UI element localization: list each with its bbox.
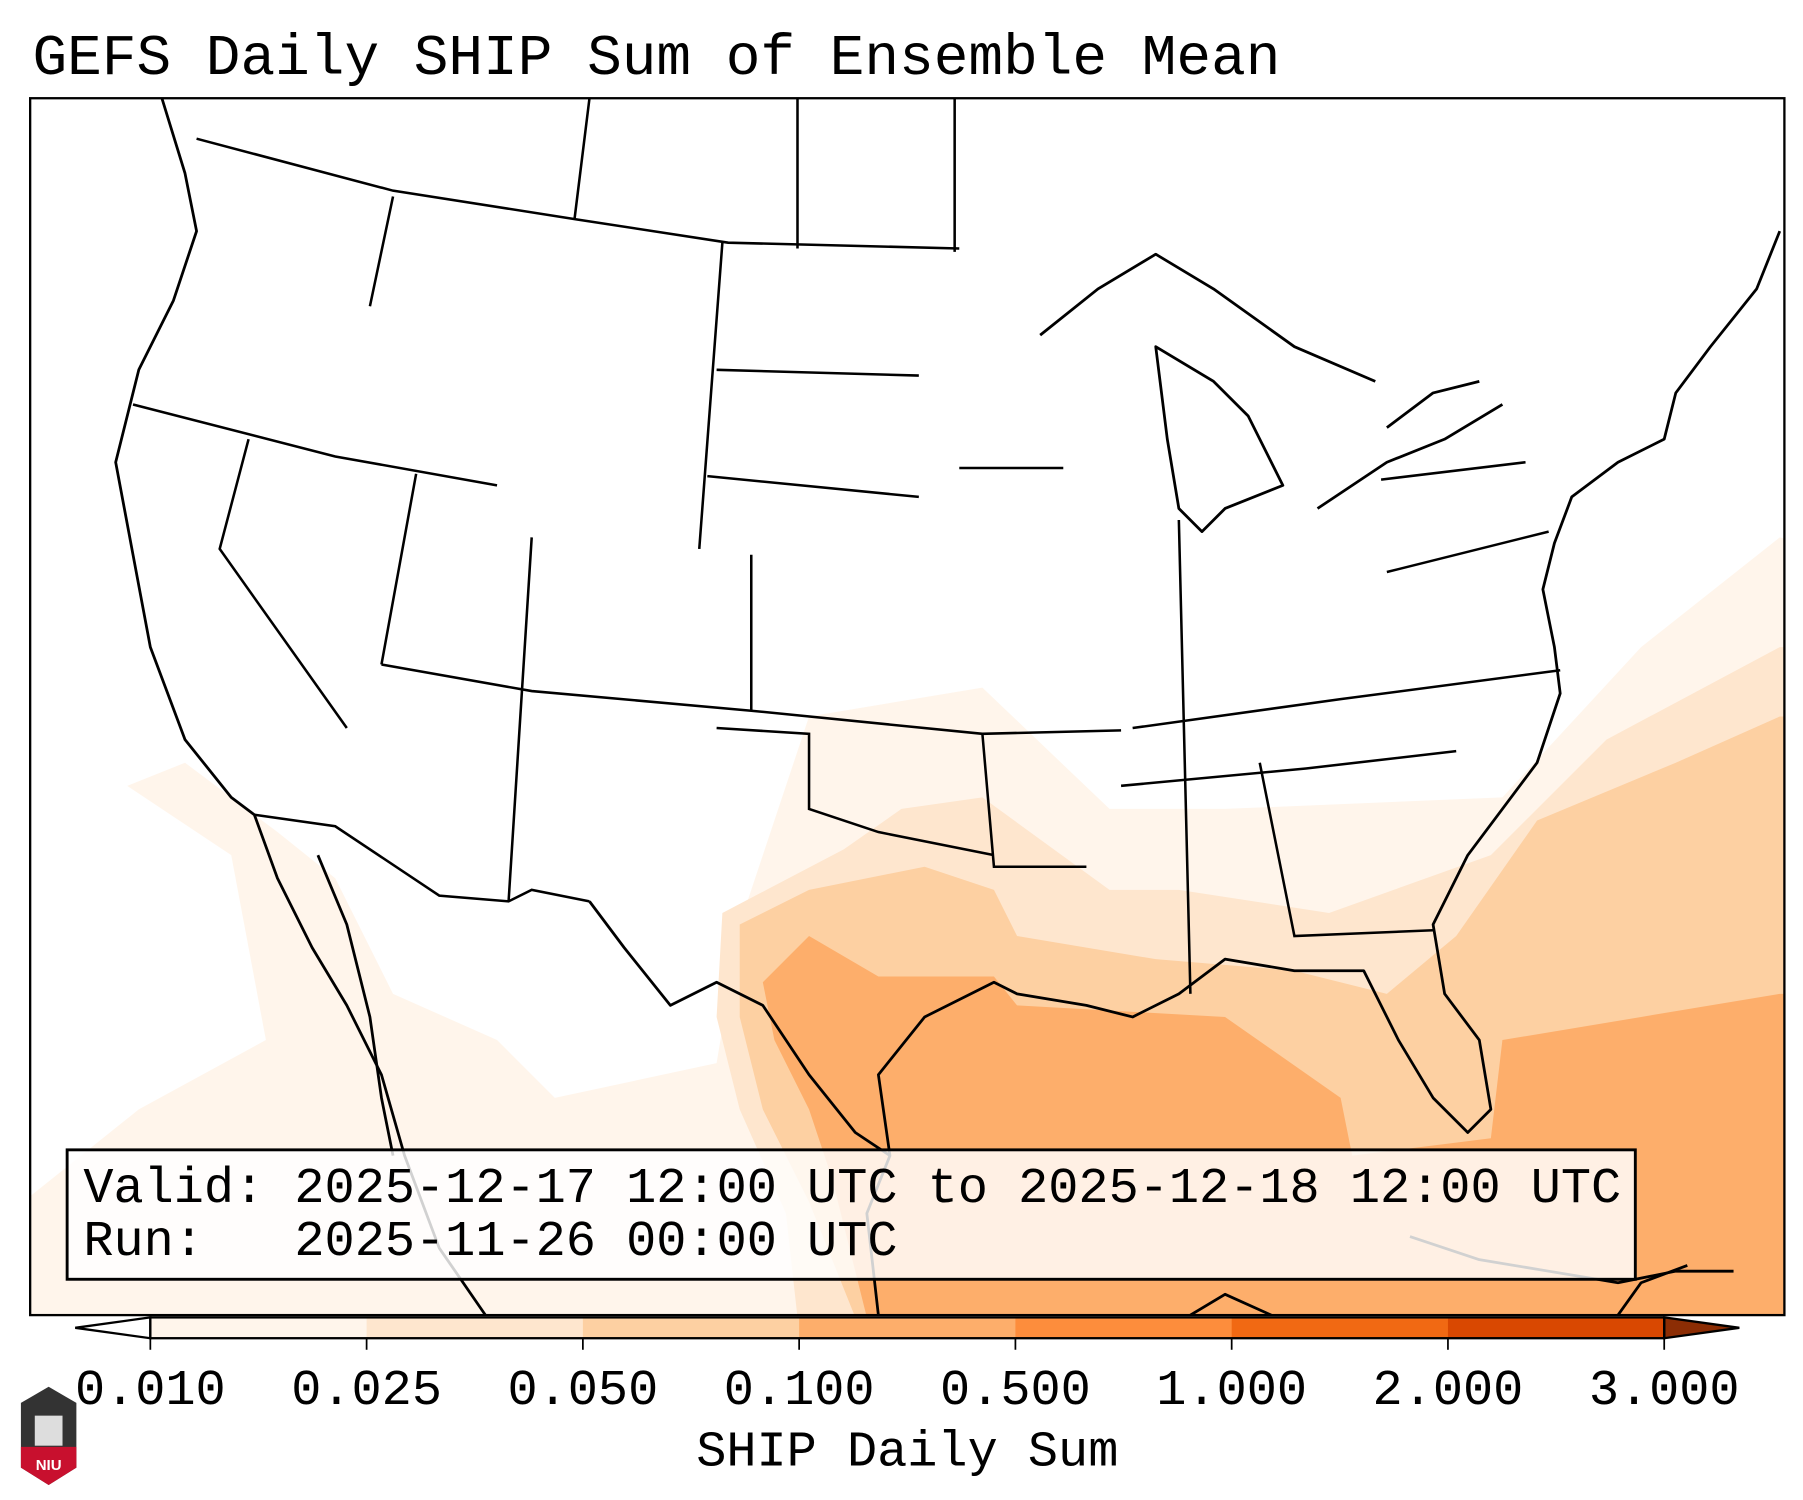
map bbox=[30, 98, 1785, 1316]
colorbar-bin bbox=[1015, 1317, 1233, 1339]
valid-time-text: Valid: 2025-12-17 12:00 UTC to 2025-12-1… bbox=[83, 1161, 1621, 1218]
colorbar-label: SHIP Daily Sum bbox=[696, 1424, 1118, 1481]
colorbar-bin bbox=[150, 1317, 368, 1339]
colorbar-tick-label: 0.500 bbox=[940, 1363, 1091, 1420]
colorbar-bin bbox=[582, 1317, 800, 1339]
colorbar-tick-label: 1.000 bbox=[1156, 1363, 1307, 1420]
info-box: Valid: 2025-12-17 12:00 UTC to 2025-12-1… bbox=[65, 1148, 1637, 1281]
colorbar-tick-label: 0.100 bbox=[724, 1363, 875, 1420]
niu-logo: NIU bbox=[20, 1386, 77, 1485]
colorbar-tick-label: 3.000 bbox=[1589, 1363, 1740, 1420]
colorbar-bin bbox=[1231, 1317, 1449, 1339]
colorbar-bin bbox=[799, 1317, 1016, 1339]
logo-text: NIU bbox=[36, 1457, 62, 1474]
chart-title: GEFS Daily SHIP Sum of Ensemble Mean bbox=[32, 27, 1280, 92]
colorbar-over-triangle bbox=[1663, 1316, 1740, 1340]
colorbar-under-triangle bbox=[75, 1316, 152, 1340]
colorbar-tick-label: 0.050 bbox=[507, 1363, 658, 1420]
colorbar-bin bbox=[366, 1317, 584, 1339]
colorbar-tick-label: 0.010 bbox=[75, 1363, 226, 1420]
colorbar-bin bbox=[1447, 1317, 1665, 1339]
run-time-text: Run: 2025-11-26 00:00 UTC bbox=[83, 1214, 897, 1271]
colorbar-tick-label: 2.000 bbox=[1373, 1363, 1524, 1420]
colorbar-frame bbox=[149, 1316, 1666, 1340]
colorbar-tick-label: 0.025 bbox=[291, 1363, 442, 1420]
coastlines-and-borders bbox=[114, 98, 1782, 1316]
map-frame bbox=[29, 97, 1786, 1317]
colorbar: 0.010 0.025 0.050 0.100 0.500 1.000 2.000 3.000 bbox=[75, 1316, 1740, 1420]
